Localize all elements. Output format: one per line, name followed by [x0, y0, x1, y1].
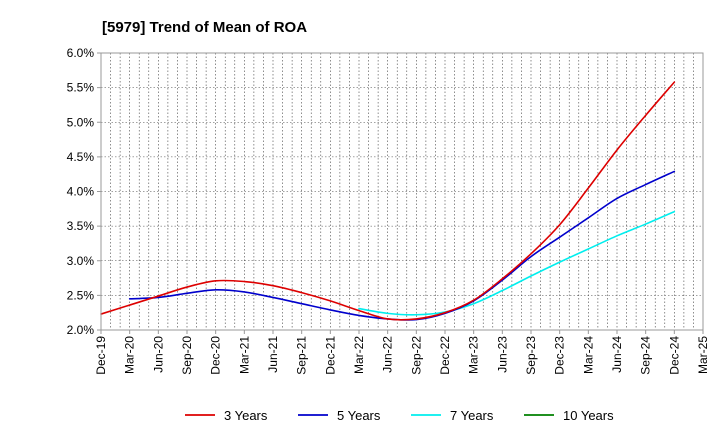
y-tick-label: 5.5% — [67, 81, 95, 95]
x-tick-label: Mar-25 — [696, 336, 710, 374]
x-tick-label: Mar-21 — [237, 336, 251, 374]
series-line-7-years — [358, 210, 676, 316]
chart-title: [5979] Trend of Mean of ROA — [102, 19, 307, 36]
x-tick-label: Jun-21 — [266, 336, 280, 373]
x-tick-label: Dec-23 — [553, 336, 567, 375]
y-tick-label: 2.5% — [67, 288, 95, 302]
x-tick-label: Mar-22 — [352, 336, 366, 374]
legend-label: 7 Years — [450, 408, 494, 423]
series-lines — [100, 81, 676, 321]
x-tick-label: Mar-24 — [581, 336, 595, 374]
y-tick-label: 4.5% — [67, 150, 95, 164]
y-tick-label: 3.0% — [67, 254, 95, 268]
x-tick-label: Mar-23 — [467, 336, 481, 374]
y-tick-label: 3.5% — [67, 219, 95, 233]
legend-label: 5 Years — [337, 408, 381, 423]
x-tick-label: Jun-23 — [495, 336, 509, 373]
x-tick-label: Dec-20 — [209, 336, 223, 375]
x-tick-label: Jun-24 — [610, 336, 624, 373]
y-tick-label: 5.0% — [67, 115, 95, 129]
y-axis-ticks: 2.0% 2.5% 3.0% 3.5% 4.0% 4.5% 5.0% 5.5% 6.0% — [67, 46, 101, 337]
x-tick-label: Dec-22 — [438, 336, 452, 375]
x-tick-label: Sep-24 — [639, 336, 653, 375]
series-line-3-years — [100, 81, 676, 321]
x-tick-label: Sep-20 — [180, 336, 194, 375]
x-tick-label: Jun-22 — [381, 336, 395, 373]
x-tick-label: Jun-20 — [151, 336, 165, 373]
y-tick-label: 6.0% — [67, 46, 95, 60]
x-axis-ticks: Dec-19 Mar-20 Jun-20 Sep-20 Dec-20 Mar-21 Jun-… — [94, 330, 710, 375]
x-tick-label: Mar-20 — [123, 336, 137, 374]
legend-label: 10 Years — [563, 408, 614, 423]
x-tick-label: Sep-21 — [295, 336, 309, 375]
y-tick-label: 2.0% — [67, 323, 95, 337]
y-tick-label: 4.0% — [67, 185, 95, 199]
x-tick-label: Dec-21 — [323, 336, 337, 375]
horizontal-grid — [101, 87, 703, 296]
vertical-grid — [110, 53, 694, 330]
x-tick-label: Sep-22 — [409, 336, 423, 375]
legend-label: 3 Years — [224, 408, 268, 423]
x-tick-label: Dec-19 — [94, 336, 108, 375]
x-tick-label: Dec-24 — [667, 336, 681, 375]
legend: 3 Years 5 Years 7 Years 10 Years — [185, 408, 614, 423]
x-tick-label: Sep-23 — [524, 336, 538, 375]
